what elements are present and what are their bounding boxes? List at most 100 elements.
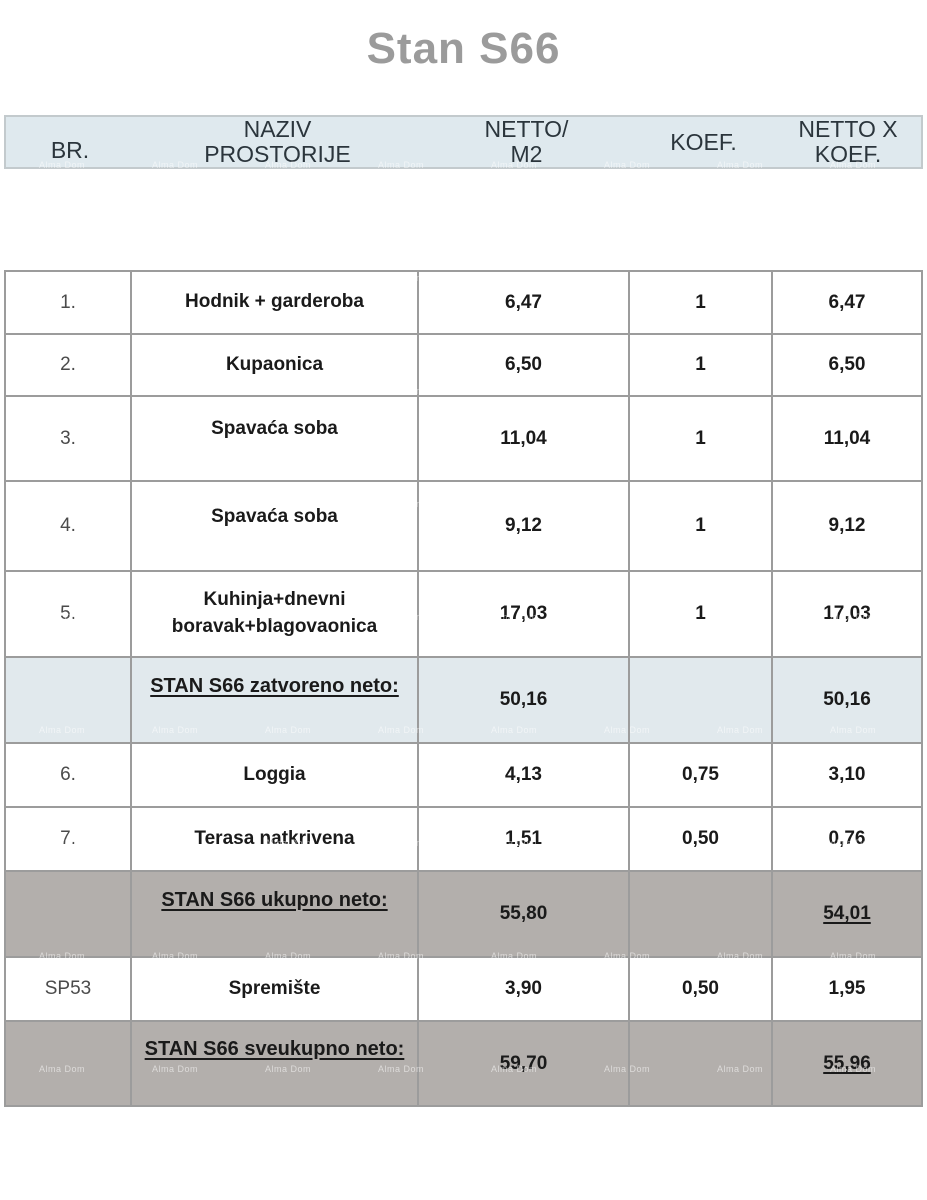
cell-netto-x-koef: 6,47 [773,272,923,333]
cell-br [6,872,132,956]
cell-value: 6,50 [828,354,866,375]
cell-br: 2. [6,335,132,395]
page-title: Stan S66 [366,24,561,73]
cell-value: 6,50 [505,354,542,375]
cell-netto-m2: 55,80 [419,872,630,956]
cell-text: STAN S66 ukupno neto: [161,888,388,911]
cell-value: 4. [60,515,76,536]
cell-value: 6,47 [828,291,866,313]
cell-text: Kuhinja+dnevni boravak+blagovaonica [171,589,378,637]
cell-naziv-prostorije: STAN S66 zatvoreno neto: [132,658,419,742]
cell-value: 7. [60,828,76,849]
column-header-text: M2 [510,141,543,167]
column-header-br: BR. [6,117,134,167]
column-header-naziv-prostorije: NAZIV PROSTORIJE [134,117,421,167]
cell-koef: 1 [630,272,773,333]
column-header-text: NAZIV [243,116,312,142]
cell-netto-m2: 4,13 [419,744,630,806]
cell-netto-x-koef: 9,12 [773,482,923,570]
cell-netto-x-koef: 6,50 [773,335,923,395]
cell-value: 6. [60,764,76,785]
cell-value: 0,50 [682,978,719,999]
cell-value: 1,95 [828,978,866,999]
cell-text: STAN S66 zatvoreno neto: [150,674,399,697]
cell-value: 59,70 [499,1052,548,1074]
cell-naziv-prostorije: Terasa natkrivena [132,808,419,870]
cell-value: 1 [695,603,706,624]
cell-netto-m2: 17,03 [419,572,630,656]
cell-netto-x-koef: 54,01 [773,872,923,956]
cell-netto-x-koef: 11,04 [773,397,923,480]
cell-netto-x-koef: 0,76 [773,808,923,870]
cell-naziv-prostorije: Spavaća soba [132,397,419,480]
cell-koef: 1 [630,482,773,570]
cell-netto-x-koef: 55,96 [773,1022,923,1105]
cell-value: 9,12 [505,515,542,536]
summary-row: STAN S66 zatvoreno neto: 50,16 50,16 [6,658,923,744]
cell-value: 1 [695,427,706,449]
cell-value: 3,90 [505,978,542,999]
cell-br: 4. [6,482,132,570]
cell-value: 55,80 [499,903,548,924]
table-row: 1. Hodnik + garderoba 6,47 1 6,47 [6,272,923,335]
cell-text: Spavaća soba [211,418,338,440]
cell-value: 1 [695,354,706,375]
cell-text: Spavaća soba [211,505,338,527]
cell-koef: 1 [630,572,773,656]
cell-br [6,1022,132,1105]
cell-naziv-prostorije: Hodnik + garderoba [132,272,419,333]
column-header-text: KOEF. [670,128,737,155]
cell-value: SP53 [44,978,92,999]
table-row: 2. Kupaonica 6,50 1 6,50 [6,335,923,397]
summary-row: STAN S66 ukupno neto: 55,80 54,01 [6,872,923,958]
cell-netto-m2: 50,16 [419,658,630,742]
cell-value: 4,13 [505,764,542,785]
cell-value: 6,47 [505,291,542,313]
cell-value: 50,16 [499,689,548,710]
cell-naziv-prostorije: Kupaonica [132,335,419,395]
cell-koef: 0,50 [630,958,773,1020]
cell-text: Hodnik + garderoba [185,291,364,313]
cell-value: 1. [60,291,76,313]
cell-netto-x-koef: 50,16 [773,658,923,742]
table-row: 3. Spavaća soba 11,04 1 11,04 [6,397,923,482]
cell-text: Kupaonica [225,353,324,375]
cell-naziv-prostorije: Loggia [132,744,419,806]
cell-value: 11,04 [500,427,547,449]
cell-value: 1 [695,515,706,536]
cell-br: 1. [6,272,132,333]
cell-value: 1,51 [505,828,542,849]
cell-netto-x-koef: 1,95 [773,958,923,1020]
cell-value: 0,76 [828,828,866,849]
cell-koef: 1 [630,397,773,480]
cell-netto-m2: 11,04 [419,397,630,480]
table-row: 7. Terasa natkrivena 1,51 0,50 0,76 [6,808,923,872]
table-row: 5. Kuhinja+dnevni boravak+blagovaonica 17,… [6,572,923,658]
table-header: BR. NAZIV PROSTORIJE NETTO/ M2 KOEF. NET… [4,115,923,169]
cell-naziv-prostorije: Spremište [132,958,419,1020]
cell-value: 11,04 [823,427,871,449]
cell-value: 55,96 [823,1052,871,1074]
cell-value: 5. [60,603,76,624]
column-header-text: BR. [50,137,90,163]
column-header-text: NETTO X [798,116,898,142]
cell-br: 6. [6,744,132,806]
cell-naziv-prostorije: Kuhinja+dnevni boravak+blagovaonica [132,572,419,656]
cell-koef: 1 [630,335,773,395]
cell-value: 0,75 [682,764,719,785]
cell-netto-m2: 59,70 [419,1022,630,1105]
cell-naziv-prostorije: Spavaća soba [132,482,419,570]
summary-row: STAN S66 sveukupno neto: 59,70 55,96 [6,1022,923,1107]
cell-text: Terasa natkrivena [194,827,355,849]
column-header-netto-m2: NETTO/ M2 [421,117,632,167]
table-row: 4. Spavaća soba 9,12 1 9,12 [6,482,923,572]
cell-koef: 0,50 [630,808,773,870]
cell-text: STAN S66 sveukupno neto: [144,1038,405,1060]
table-row: SP53 Spremište 3,90 0,50 1,95 [6,958,923,1022]
column-header-text: KOEF. [814,141,882,167]
cell-br [6,658,132,742]
cell-br: 3. [6,397,132,480]
cell-value: 3,10 [828,764,866,785]
cell-value: 2. [60,354,76,375]
